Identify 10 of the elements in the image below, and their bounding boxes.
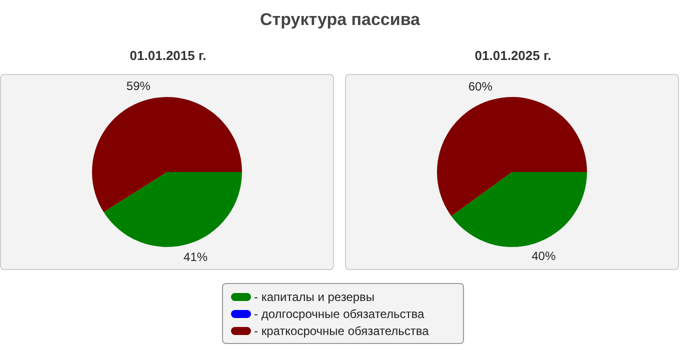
data-label: 60% xyxy=(468,80,493,94)
legend-label: - краткосрочные обязательства xyxy=(254,324,429,338)
data-label: 59% xyxy=(126,78,151,93)
legend-label: - капиталы и резервы xyxy=(254,290,375,304)
data-label: 41% xyxy=(184,250,208,264)
chart-subtitle: 01.01.2025 г. xyxy=(474,48,552,65)
data-label: 40% xyxy=(532,248,556,263)
chart-title: Структура пассива xyxy=(258,10,422,30)
legend-label: - долгосрочные обязательства xyxy=(254,306,424,320)
chart-subtitle: 01.01.2015 г. xyxy=(128,48,208,65)
